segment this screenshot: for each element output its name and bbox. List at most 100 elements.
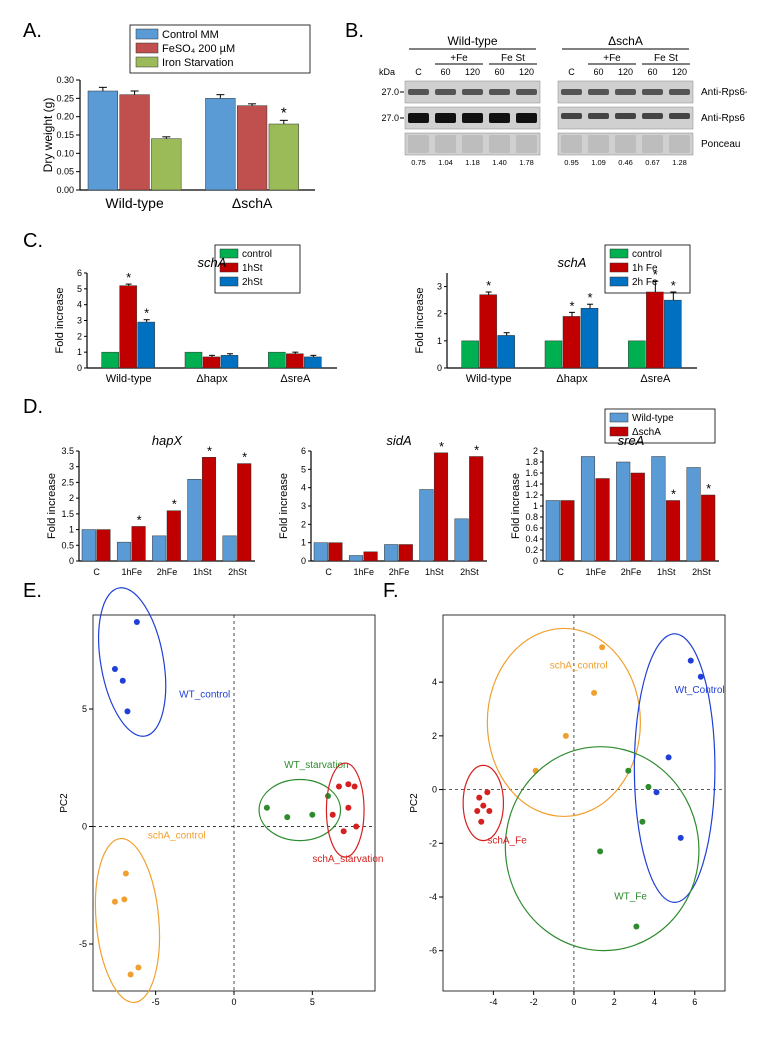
svg-text:Wild-type: Wild-type [466,373,512,385]
svg-text:schA: schA [558,255,587,270]
svg-text:1.04: 1.04 [438,158,453,167]
svg-text:0: 0 [69,556,74,566]
svg-text:0.5: 0.5 [61,540,74,550]
svg-text:1: 1 [301,538,306,548]
svg-text:*: * [126,270,131,285]
svg-text:Fe St: Fe St [654,53,678,64]
svg-text:2hSt: 2hSt [692,567,711,577]
svg-text:0.20: 0.20 [56,112,74,122]
svg-text:*: * [144,306,149,321]
svg-text:60: 60 [593,67,603,77]
svg-text:Fold increase: Fold increase [278,473,290,539]
svg-text:control: control [632,249,662,260]
panel-d: Wild-typeΔschA00.511.522.533.5Fold incre… [46,409,719,577]
svg-text:4: 4 [652,997,657,1007]
svg-text:sidA: sidA [386,433,411,448]
svg-text:0.4: 0.4 [525,534,538,544]
svg-text:1: 1 [69,525,74,535]
svg-text:Δhapx: Δhapx [556,373,588,385]
svg-text:1.6: 1.6 [525,468,538,478]
svg-text:Fold increase: Fold increase [510,473,522,539]
panel-c-label: C. [23,230,43,252]
svg-text:1hFe: 1hFe [586,567,607,577]
svg-text:3: 3 [301,501,306,511]
svg-text:4: 4 [432,677,437,687]
panel-a-chart: Control MMFeSO₄ 200 µMIron StarvationDry… [41,25,315,211]
svg-text:1: 1 [533,501,538,511]
svg-text:-6: -6 [429,946,437,956]
svg-text:*: * [671,487,676,502]
svg-text:120: 120 [465,67,480,77]
svg-text:FeSO₄ 200 µM: FeSO₄ 200 µM [162,43,235,55]
svg-text:1hSt: 1hSt [657,567,676,577]
svg-text:0.67: 0.67 [645,158,660,167]
svg-text:Anti-Rps6-P: Anti-Rps6-P [701,87,747,98]
svg-text:1hSt: 1hSt [242,263,263,274]
panel-f-label: F. [383,580,399,602]
svg-text:1.28: 1.28 [672,158,687,167]
svg-text:Wt_Control: Wt_Control [675,685,725,696]
svg-text:schA_starvation: schA_starvation [312,854,383,865]
svg-text:2hFe: 2hFe [621,567,642,577]
svg-text:0: 0 [231,997,236,1007]
svg-text:1hSt: 1hSt [425,567,444,577]
svg-text:5: 5 [310,997,315,1007]
svg-text:*: * [439,439,444,454]
svg-text:*: * [137,512,142,527]
svg-text:schA: schA [198,255,227,270]
svg-text:-5: -5 [152,997,160,1007]
svg-text:3: 3 [437,282,442,292]
svg-text:*: * [207,443,212,458]
svg-text:ΔschA: ΔschA [232,195,273,211]
svg-text:60: 60 [647,67,657,77]
svg-text:5: 5 [82,704,87,714]
svg-text:2hSt: 2hSt [242,277,263,288]
svg-text:60: 60 [440,67,450,77]
svg-text:ΔsreA: ΔsreA [640,373,671,385]
svg-text:schA_control: schA_control [550,661,608,672]
svg-text:6: 6 [77,268,82,278]
svg-text:3: 3 [77,316,82,326]
svg-text:27.0: 27.0 [381,87,399,97]
svg-text:control: control [242,249,272,260]
svg-text:*: * [671,278,676,293]
svg-text:PC2: PC2 [409,793,420,813]
svg-text:6: 6 [692,997,697,1007]
svg-text:1hFe: 1hFe [354,567,375,577]
svg-text:0: 0 [77,363,82,373]
svg-text:2: 2 [533,446,538,456]
svg-text:2: 2 [77,331,82,341]
svg-text:2hFe: 2hFe [157,567,178,577]
svg-text:0.95: 0.95 [564,158,579,167]
panel-b-blot: Wild-typeΔschA+FeFe StC6012060120+FeFe S… [379,34,747,167]
svg-text:3.5: 3.5 [61,446,74,456]
svg-text:5: 5 [77,284,82,294]
svg-text:Anti-Rps6: Anti-Rps6 [701,113,745,124]
svg-text:0: 0 [432,785,437,795]
svg-text:0: 0 [301,556,306,566]
svg-text:-5: -5 [79,939,87,949]
svg-text:27.0: 27.0 [381,113,399,123]
panel-d-label: D. [23,396,43,418]
svg-text:*: * [706,481,711,496]
panel-c-left: control1hSt2hSt0123456Fold increaseschA*… [54,245,337,385]
svg-text:1: 1 [437,336,442,346]
svg-text:2hSt: 2hSt [460,567,479,577]
svg-text:2: 2 [612,997,617,1007]
svg-text:Wild-type: Wild-type [632,413,674,424]
svg-text:ΔschA: ΔschA [608,34,643,48]
svg-text:*: * [172,497,177,512]
svg-text:WT_control: WT_control [179,689,230,700]
svg-text:120: 120 [618,67,633,77]
svg-text:ΔsreA: ΔsreA [280,373,311,385]
svg-text:Wild-type: Wild-type [105,195,164,211]
svg-text:0: 0 [82,822,87,832]
svg-text:hapX: hapX [152,433,184,448]
svg-text:2: 2 [69,493,74,503]
svg-text:0.25: 0.25 [56,93,74,103]
svg-text:0.05: 0.05 [56,167,74,177]
svg-text:2hSt: 2hSt [228,567,247,577]
svg-text:Δhapx: Δhapx [196,373,228,385]
svg-text:0.8: 0.8 [525,512,538,522]
svg-text:0.75: 0.75 [411,158,426,167]
